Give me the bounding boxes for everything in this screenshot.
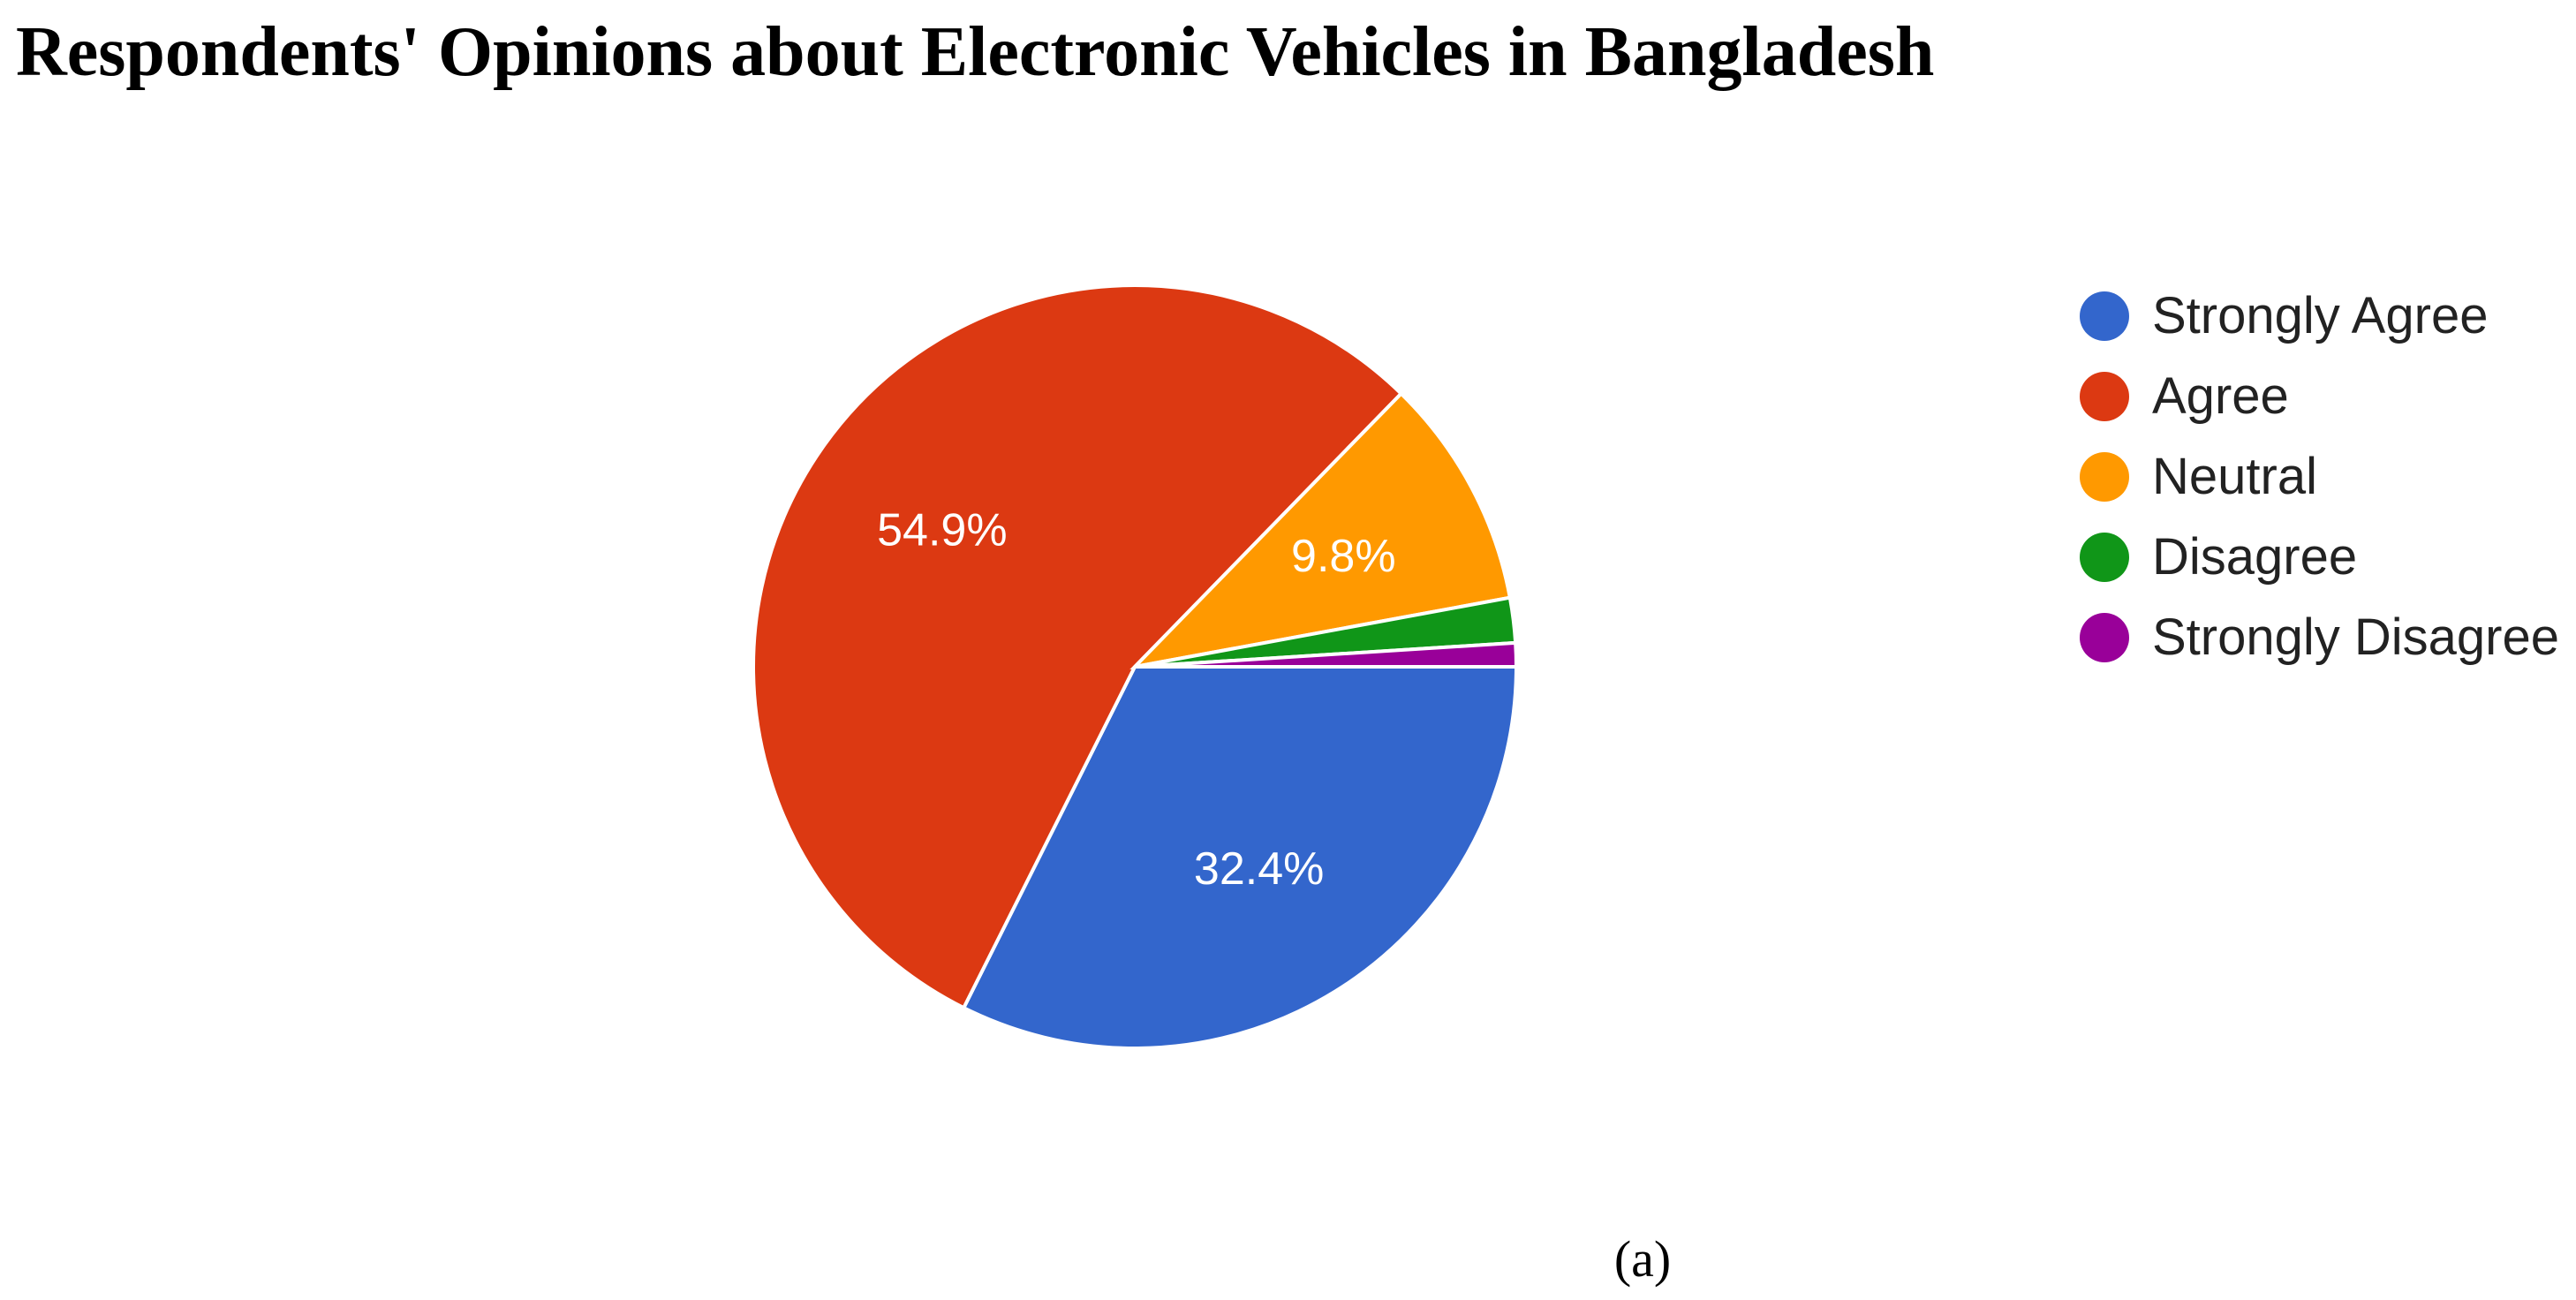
pie-slice-neutral — [1129, 390, 1513, 670]
pie-slice-strongly-agree — [961, 665, 1519, 1050]
pie-data-label: 54.9% — [877, 505, 1007, 556]
legend-label: Neutral — [2152, 448, 2317, 505]
pie-slice-agree — [752, 283, 1404, 1010]
legend-item: Strongly Disagree — [2080, 597, 2559, 677]
figure-caption: (a) — [1613, 1230, 1672, 1288]
legend-swatch — [2080, 532, 2129, 582]
legend-label: Strongly Agree — [2152, 287, 2489, 344]
pie-data-label: 32.4% — [1194, 843, 1324, 895]
legend-item: Agree — [2080, 356, 2559, 436]
legend-item: Strongly Agree — [2080, 276, 2559, 356]
legend-swatch — [2080, 451, 2129, 502]
chart-title: Respondents' Opinions about Electronic V… — [16, 13, 1935, 91]
pie-data-labels: 32.4% 54.9% 9.8% — [877, 505, 1395, 895]
pie-slices — [752, 283, 1519, 1050]
pie-slice-strongly-disagree — [1134, 640, 1519, 669]
legend-swatch — [2080, 371, 2129, 421]
legend-label: Strongly Disagree — [2152, 608, 2559, 666]
legend-label: Disagree — [2152, 528, 2358, 586]
legend-item: Disagree — [2080, 517, 2559, 597]
chart-legend: Strongly Agree Agree Neutral Disagree Strong… — [2080, 276, 2559, 677]
legend-label: Agree — [2152, 367, 2289, 425]
legend-swatch — [2080, 612, 2129, 662]
pie-data-label: 9.8% — [1291, 531, 1396, 582]
legend-swatch — [2080, 291, 2129, 341]
legend-item: Neutral — [2080, 436, 2559, 517]
